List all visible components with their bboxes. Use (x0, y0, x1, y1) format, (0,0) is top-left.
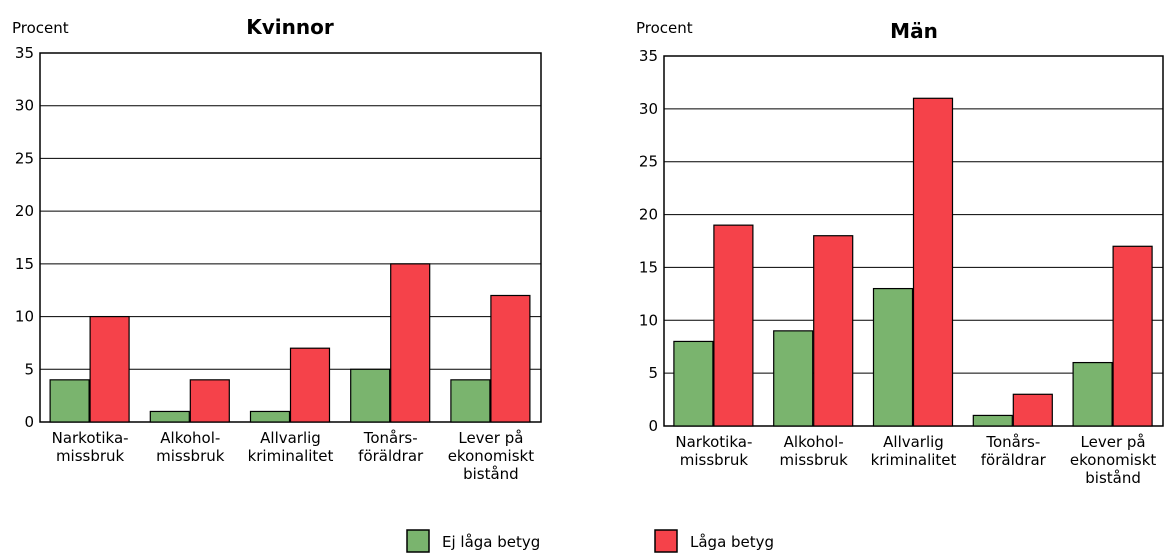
y-axis-label: Procent (636, 19, 693, 37)
y-tick-label: 30 (639, 100, 658, 118)
x-tick-label: föräldrar (358, 447, 424, 465)
legend-label: Ej låga betyg (442, 533, 540, 551)
x-tick-label: kriminalitet (248, 447, 334, 465)
x-tick-label: ekonomiskt (1070, 451, 1157, 469)
x-tick-label: bistånd (463, 465, 519, 483)
bar (490, 294, 531, 423)
chart-panel-man: Män Procent 0 5 10 15 20 25 30 35 Narkotika-miss… (636, 19, 1164, 487)
y-tick-label: 20 (639, 206, 658, 224)
x-tick-label: Alkohol- (160, 429, 220, 447)
bar (350, 368, 391, 423)
y-tick-label: 0 (648, 417, 658, 435)
bar (1112, 245, 1153, 427)
x-tick-label: Alkohol- (784, 433, 844, 451)
x-tick-label: kriminalitet (871, 451, 957, 469)
bar (49, 379, 90, 423)
chart-title: Män (890, 19, 938, 43)
x-tick-label: bistånd (1085, 469, 1141, 487)
legend-swatch-laga-betyg (654, 529, 678, 553)
bar (713, 224, 754, 427)
y-tick-label: 35 (15, 44, 34, 62)
y-axis-label: Procent (12, 19, 69, 37)
chart-panel-kvinnor: Kvinnor Procent 0 5 10 15 20 25 30 35 Narkotika-… (12, 15, 542, 483)
legend: Ej låga betyg Låga betyg (406, 529, 774, 553)
x-tick-label: missbruk (780, 451, 849, 469)
x-tick-label: missbruk (56, 447, 125, 465)
bar (813, 235, 854, 427)
x-tick-label: Tonårs- (363, 429, 418, 447)
y-tick-label: 20 (15, 202, 34, 220)
y-tick-label: 10 (639, 311, 658, 329)
x-tick-label: Allvarlig (260, 429, 321, 447)
bar (1012, 393, 1053, 427)
bar (872, 287, 914, 427)
bar (1072, 361, 1113, 427)
bar (289, 347, 331, 423)
x-tick-label: Tonårs- (985, 433, 1040, 451)
x-tick-label: Lever på (458, 429, 523, 447)
x-tick-label: missbruk (156, 447, 225, 465)
bar (450, 379, 491, 423)
y-tick-label: 25 (15, 149, 34, 167)
y-tick-label: 15 (15, 255, 34, 273)
bar (390, 263, 431, 423)
x-tick-label: Lever på (1081, 433, 1146, 451)
x-tick-label: missbruk (680, 451, 749, 469)
y-tick-label: 5 (24, 360, 34, 378)
y-tick-label: 0 (24, 413, 34, 431)
legend-swatch-ej-laga-betyg (406, 529, 430, 553)
y-tick-label: 10 (15, 308, 34, 326)
bar (972, 414, 1013, 427)
bar (912, 97, 954, 427)
x-tick-label: ekonomiskt (448, 447, 535, 465)
bar (189, 379, 230, 423)
x-tick-label: Narkotika- (52, 429, 129, 447)
y-tick-label: 5 (648, 364, 658, 382)
x-tick-label: Allvarlig (883, 433, 944, 451)
y-tick-label: 25 (639, 153, 658, 171)
bar (249, 410, 291, 423)
y-tick-label: 15 (639, 258, 658, 276)
x-tick-label: föräldrar (981, 451, 1047, 469)
bar (673, 340, 714, 427)
bar (89, 315, 130, 423)
bar (149, 410, 190, 423)
y-tick-label: 30 (15, 97, 34, 115)
legend-label: Låga betyg (690, 533, 774, 551)
x-tick-label: Narkotika- (675, 433, 752, 451)
chart-title: Kvinnor (246, 15, 334, 39)
y-tick-label: 35 (639, 47, 658, 65)
bar (773, 330, 814, 427)
